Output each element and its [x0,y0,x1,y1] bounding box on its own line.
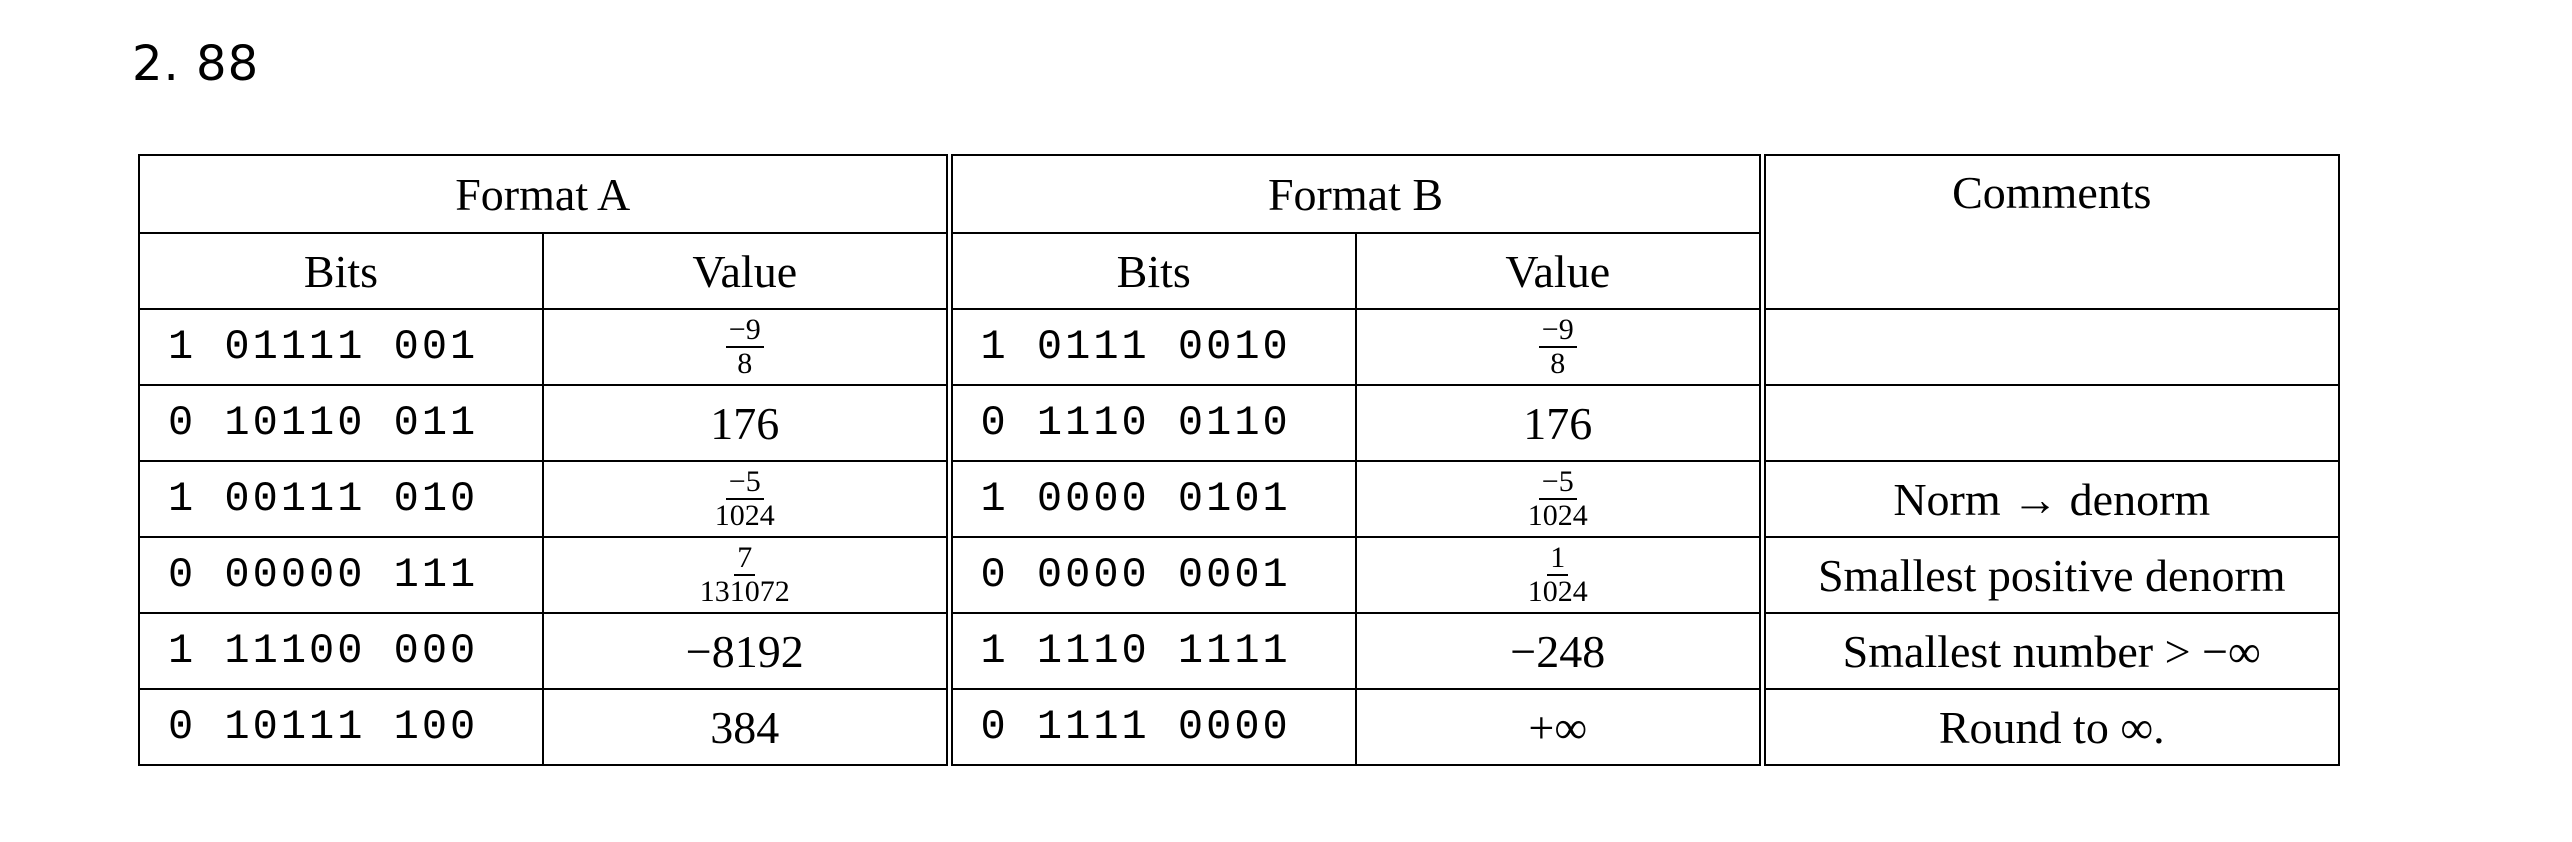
fraction-numerator: 7 [734,543,756,576]
value-text: 384 [710,701,780,753]
fraction-value: −9 8 [1538,315,1577,380]
fraction-denominator: 1024 [1527,575,1588,608]
format-a-value-cell: −9 8 [542,308,950,386]
fraction-value: −5 1024 [1525,467,1591,531]
format-b-value-cell: −5 1024 [1355,460,1763,538]
format-a-bits-cell: 0 10111 100 [138,688,544,766]
format-a-value-header: Value [542,232,950,310]
format-b-bits-cell: 1 0000 0101 [945,460,1357,538]
comments-header: Comments [1758,154,2340,310]
table-row: 1 00111 010 −5 1024 1 0000 0101 −5 1024 Norm →… [138,460,2340,538]
format-a-header: Format A [138,154,950,234]
format-b-bits-header: Bits [945,232,1357,310]
format-b-bits-cell: 1 1110 1111 [945,612,1357,690]
group-header-row: Format A Format B Comments [138,154,2340,310]
table-row: 0 00000 111 7 131072 0 0000 0001 1 1024 Smalle… [138,536,2340,614]
fraction-value: 1 1024 [1525,543,1591,607]
table-row: 1 01111 001 −9 8 1 0111 0010 −9 8 [138,308,2340,386]
value-text: −8192 [685,625,804,677]
format-a-bits-cell: 1 00111 010 [138,460,544,538]
format-b-value-cell: −9 8 [1355,308,1763,386]
format-a-bits-cell: 0 10110 011 [138,384,544,462]
format-b-bits-cell: 0 1110 0110 [945,384,1357,462]
table-row: 1 11100 000 −8192 1 1110 1111 −248 Smallest … [138,612,2340,690]
fraction-denominator: 1024 [1527,499,1588,532]
fraction-value: 7 131072 [697,543,793,607]
float-format-table: Format A Format B Comments Bits Value Bi… [138,154,2340,766]
fraction-numerator: −5 [725,467,764,500]
problem-number: 2. 88 [132,36,260,92]
comment-cell: Norm → denorm [1758,460,2340,538]
format-b-bits-cell: 0 1111 0000 [945,688,1357,766]
format-a-bits-header: Bits [138,232,544,310]
format-a-value-cell: −8192 [542,612,950,690]
format-b-header: Format B [945,154,1763,234]
format-b-bits-cell: 0 0000 0001 [945,536,1357,614]
fraction-denominator: 1024 [714,499,775,532]
format-a-bits-cell: 1 11100 000 [138,612,544,690]
comment-cell: Smallest positive denorm [1758,536,2340,614]
format-b-value-cell: −248 [1355,612,1763,690]
table-body: 1 01111 001 −9 8 1 0111 0010 −9 8 0 10110 011 1… [138,308,2340,766]
fraction-numerator: −9 [725,315,764,348]
sub-header-row: Bits Value Bits Value [138,232,2339,310]
format-b-value-header: Value [1355,232,1763,310]
format-a-value-cell: 7 131072 [542,536,950,614]
fraction-denominator: 131072 [699,575,790,608]
fraction-denominator: 8 [1550,347,1566,380]
format-b-value-cell: 176 [1355,384,1763,462]
value-text: 176 [710,397,780,449]
fraction-numerator: −5 [1538,467,1577,500]
format-b-bits-cell: 1 0111 0010 [945,308,1357,386]
value-text: +∞ [1528,701,1588,753]
comment-cell [1758,384,2340,462]
fraction-numerator: −9 [1538,315,1577,348]
fraction-numerator: 1 [1547,543,1569,576]
value-text: 176 [1523,397,1593,449]
fraction-denominator: 8 [737,347,753,380]
comment-cell: Round to ∞. [1758,688,2340,766]
comment-cell [1758,308,2340,386]
format-a-value-cell: −5 1024 [542,460,950,538]
table-row: 0 10111 100 384 0 1111 0000 +∞ Round to ∞. [138,688,2340,766]
format-b-value-cell: +∞ [1355,688,1763,766]
fraction-value: −5 1024 [712,467,778,531]
format-a-bits-cell: 1 01111 001 [138,308,544,386]
format-a-bits-cell: 0 00000 111 [138,536,544,614]
format-a-value-cell: 176 [542,384,950,462]
fraction-value: −9 8 [725,315,764,380]
comment-cell: Smallest number > −∞ [1758,612,2340,690]
value-text: −248 [1510,625,1606,677]
format-b-value-cell: 1 1024 [1355,536,1763,614]
format-a-value-cell: 384 [542,688,950,766]
table-row: 0 10110 011 176 0 1110 0110 176 [138,384,2340,462]
